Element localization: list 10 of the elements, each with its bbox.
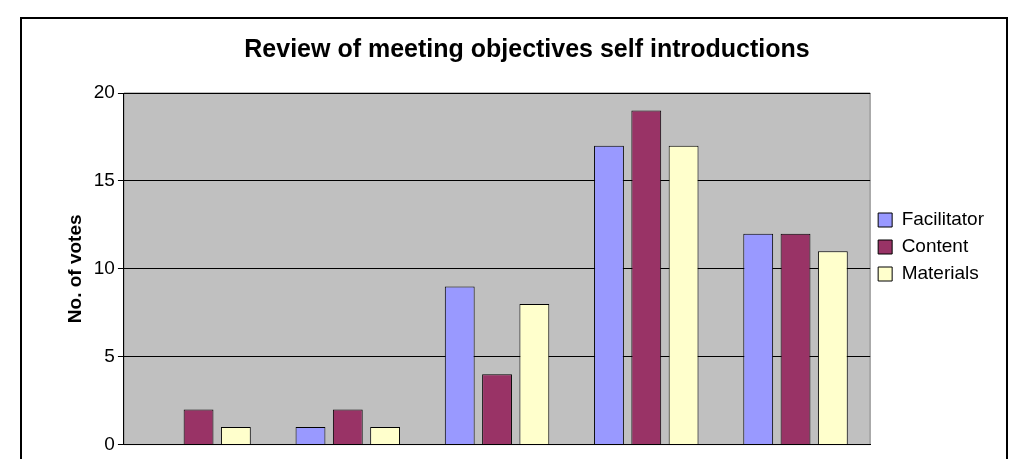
- legend-label: Materials: [901, 262, 979, 284]
- y-tick-label: 20: [93, 81, 115, 103]
- legend-label: Content: [901, 235, 969, 257]
- y-tick-label: 5: [104, 344, 115, 366]
- y-tick-label: 10: [93, 257, 115, 279]
- legend-label: Facilitator: [901, 208, 985, 230]
- chart-title: Review of meeting objectives self introductions: [244, 33, 810, 62]
- y-tick-label: 15: [93, 169, 115, 191]
- y-axis-title: No. of votes: [63, 214, 85, 324]
- y-tick-label: 0: [104, 432, 115, 454]
